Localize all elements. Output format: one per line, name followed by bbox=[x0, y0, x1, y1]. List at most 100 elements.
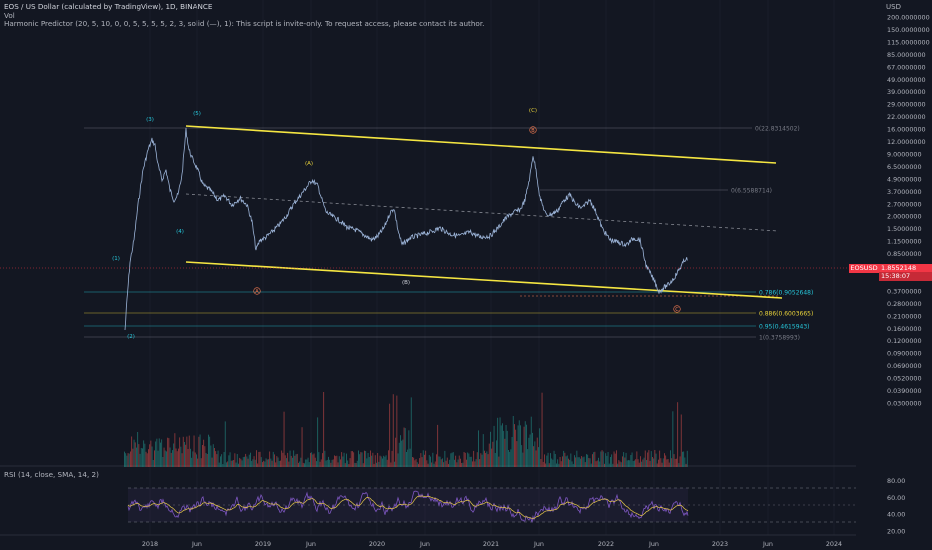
volume-bar bbox=[224, 421, 226, 467]
volume-bar bbox=[588, 458, 590, 467]
volume-bar bbox=[223, 452, 225, 467]
volume-bar bbox=[685, 463, 687, 467]
volume-bar bbox=[181, 453, 183, 467]
volume-bar bbox=[490, 431, 491, 467]
volume-bar bbox=[504, 438, 506, 467]
volume-bar bbox=[190, 448, 191, 467]
volume-bar bbox=[124, 451, 125, 467]
indicator-legend[interactable]: Harmonic Predictor (20, 5, 10, 0, 0, 5, … bbox=[4, 19, 485, 28]
price-tick-label: 0.0690000 bbox=[887, 362, 922, 370]
volume-bar bbox=[330, 462, 332, 467]
volume-bar bbox=[491, 448, 493, 467]
wave-label: C bbox=[675, 307, 679, 313]
time-tick-label: 2023 bbox=[712, 540, 728, 548]
volume-bar bbox=[436, 454, 437, 467]
rsi-legend[interactable]: RSI (14, close, SMA, 14, 2) bbox=[4, 470, 99, 479]
volume-bar bbox=[617, 463, 619, 467]
volume-bars bbox=[124, 392, 688, 467]
volume-bar bbox=[616, 450, 617, 467]
volume-bar bbox=[607, 452, 609, 467]
volume-bar bbox=[589, 458, 591, 467]
volume-bar bbox=[302, 462, 304, 467]
volume-bar bbox=[218, 462, 220, 467]
volume-bar bbox=[182, 436, 184, 467]
volume-bar bbox=[640, 456, 641, 467]
volume-bar bbox=[145, 451, 147, 467]
price-tick-label: 0.1600000 bbox=[887, 325, 922, 333]
volume-bar bbox=[332, 459, 334, 467]
volume-bar bbox=[438, 456, 440, 467]
volume-bar bbox=[203, 439, 205, 467]
volume-bar bbox=[287, 452, 289, 467]
volume-bar bbox=[221, 454, 223, 467]
volume-bar bbox=[161, 439, 163, 467]
volume-bar bbox=[516, 441, 518, 467]
fib-level-label: 0(22.8314502) bbox=[755, 126, 800, 133]
volume-bar bbox=[350, 451, 352, 467]
volume-bar bbox=[499, 417, 501, 467]
volume-bar bbox=[503, 430, 505, 467]
volume-bar bbox=[511, 437, 513, 467]
volume-bar bbox=[167, 437, 169, 467]
volume-bar bbox=[446, 457, 448, 467]
price-tick-label: 0.3700000 bbox=[887, 287, 922, 295]
volume-bar bbox=[442, 458, 443, 467]
volume-bar bbox=[481, 454, 483, 467]
volume-bar bbox=[259, 451, 261, 467]
volume-bar bbox=[462, 462, 464, 467]
volume-bar bbox=[662, 458, 664, 467]
price-tick-label: 3.7000000 bbox=[887, 188, 922, 196]
volume-bar bbox=[642, 459, 644, 467]
price-tick-label: 0.0390000 bbox=[887, 387, 922, 395]
volume-bar bbox=[605, 453, 607, 467]
volume-bar bbox=[606, 455, 608, 467]
volume-bar bbox=[557, 459, 559, 467]
volume-bar bbox=[386, 459, 388, 467]
volume-bar bbox=[646, 460, 647, 467]
time-tick-label: Jun bbox=[533, 540, 544, 548]
volume-bar bbox=[398, 442, 400, 467]
volume-bar bbox=[160, 442, 161, 467]
volume-bar bbox=[157, 450, 159, 467]
volume-bar bbox=[538, 447, 539, 467]
volume-bar bbox=[653, 458, 655, 467]
symbol-title[interactable]: EOS / US Dollar (calculated by TradingVi… bbox=[4, 2, 213, 11]
volume-bar bbox=[294, 455, 296, 467]
volume-bar bbox=[301, 427, 303, 467]
volume-bar bbox=[676, 458, 677, 467]
volume-bar bbox=[668, 462, 670, 467]
volume-bar bbox=[148, 449, 149, 467]
volume-bar bbox=[149, 444, 151, 467]
volume-bar bbox=[520, 425, 521, 467]
volume-bar bbox=[602, 451, 604, 467]
price-tick-label: 85.0000000 bbox=[887, 51, 926, 59]
volume-bar bbox=[253, 456, 255, 467]
volume-bar bbox=[227, 461, 229, 467]
volume-bar bbox=[654, 450, 656, 467]
volume-bar bbox=[464, 452, 466, 467]
volume-bar bbox=[470, 456, 472, 467]
volume-bar bbox=[352, 451, 353, 467]
volume-bar bbox=[604, 463, 605, 467]
price-tick-label: 0.2800000 bbox=[887, 300, 922, 308]
volume-bar bbox=[469, 456, 471, 467]
volume-bar bbox=[593, 452, 595, 467]
volume-bar bbox=[313, 453, 315, 467]
volume-bar bbox=[656, 463, 658, 467]
volume-bar bbox=[479, 459, 481, 467]
volume-bar bbox=[619, 461, 621, 467]
volume-bar bbox=[599, 461, 601, 467]
volume-bar bbox=[162, 457, 164, 467]
volume-bar bbox=[678, 463, 680, 467]
volume-bar bbox=[175, 448, 177, 467]
volume-bar bbox=[299, 461, 301, 467]
volume-legend[interactable]: Vol bbox=[4, 11, 15, 20]
time-tick-label: Jun bbox=[191, 540, 202, 548]
volume-bar bbox=[353, 452, 355, 467]
time-tick-label: Jun bbox=[419, 540, 430, 548]
volume-bar bbox=[262, 462, 263, 467]
volume-bar bbox=[235, 462, 237, 467]
volume-bar bbox=[458, 455, 460, 467]
volume-bar bbox=[539, 428, 541, 467]
